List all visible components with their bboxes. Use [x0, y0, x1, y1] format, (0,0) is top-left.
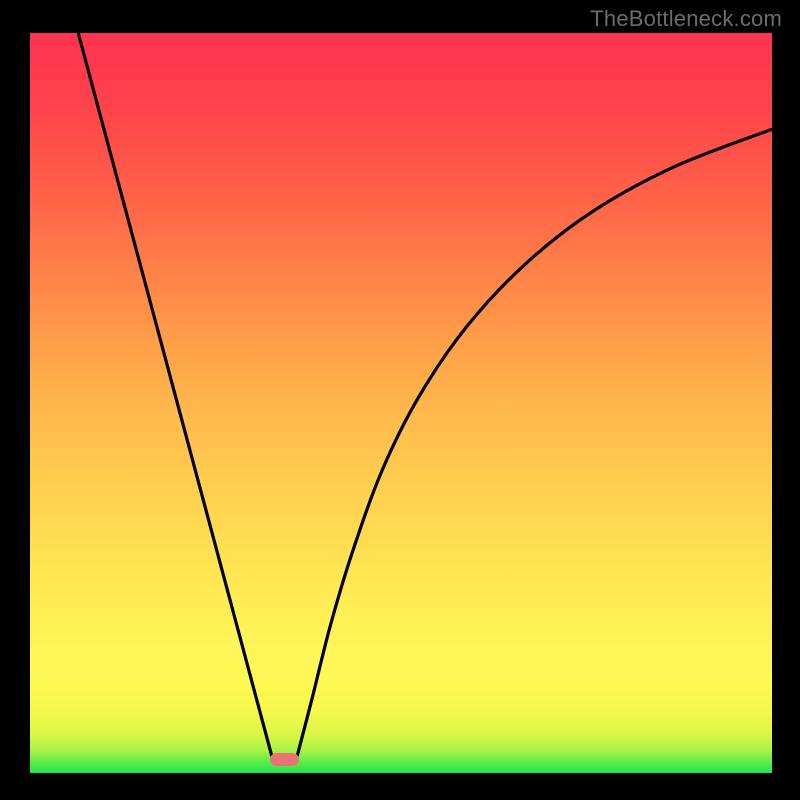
watermark-text: TheBottleneck.com [590, 6, 782, 32]
curve-svg [30, 33, 772, 773]
chart-plot-area [30, 33, 772, 773]
minimum-marker [270, 753, 300, 766]
curve-right-branch [296, 129, 772, 762]
curve-left-branch [78, 33, 273, 762]
chart-frame: TheBottleneck.com [0, 0, 800, 800]
